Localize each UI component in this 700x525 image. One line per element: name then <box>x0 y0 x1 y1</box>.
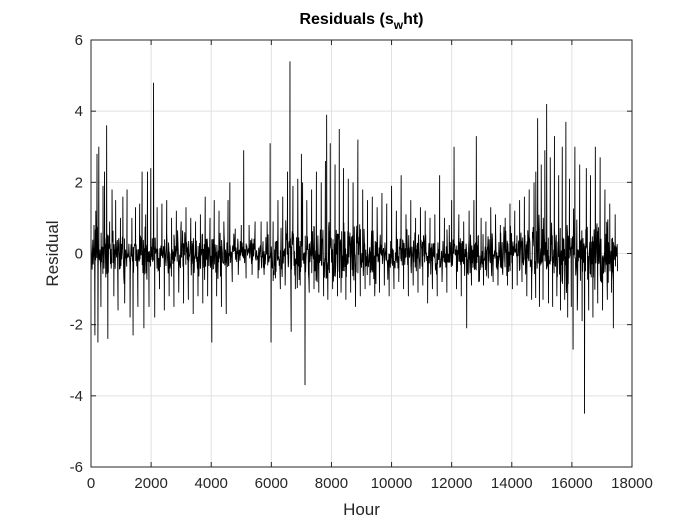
chart-title-end: ht) <box>403 11 423 28</box>
x-tick-label: 16000 <box>551 475 593 492</box>
y-tick-label: 6 <box>75 32 83 49</box>
y-tick-label: 0 <box>75 246 83 263</box>
y-axis-label: Residual <box>43 220 62 286</box>
x-tick-label: 18000 <box>611 475 653 492</box>
x-tick-label: 2000 <box>134 475 167 492</box>
x-tick-label: 14000 <box>491 475 533 492</box>
chart-title-subscript: w <box>393 18 404 32</box>
x-tick-label: 0 <box>87 475 95 492</box>
residual-series-line <box>90 61 619 414</box>
tick-labels: 0 2000 4000 6000 8000 10000 12000 14000 16000 180… <box>70 32 653 492</box>
x-axis-label: Hour <box>343 500 380 519</box>
x-tick-label: 12000 <box>431 475 473 492</box>
x-tick-label: 4000 <box>195 475 228 492</box>
y-tick-label: -4 <box>70 388 83 405</box>
axes-box <box>90 39 633 468</box>
y-tick-label: 4 <box>75 103 83 120</box>
chart-title: Residuals (swht) <box>299 11 423 32</box>
x-tick-label: 8000 <box>315 475 348 492</box>
y-tick-label: -2 <box>70 317 83 334</box>
y-tick-label: 2 <box>75 174 83 191</box>
series <box>90 61 619 414</box>
x-tick-label: 6000 <box>255 475 288 492</box>
x-tick-label: 10000 <box>371 475 413 492</box>
chart-title-main: Residuals (s <box>299 11 393 28</box>
y-tick-label: -6 <box>70 459 83 476</box>
